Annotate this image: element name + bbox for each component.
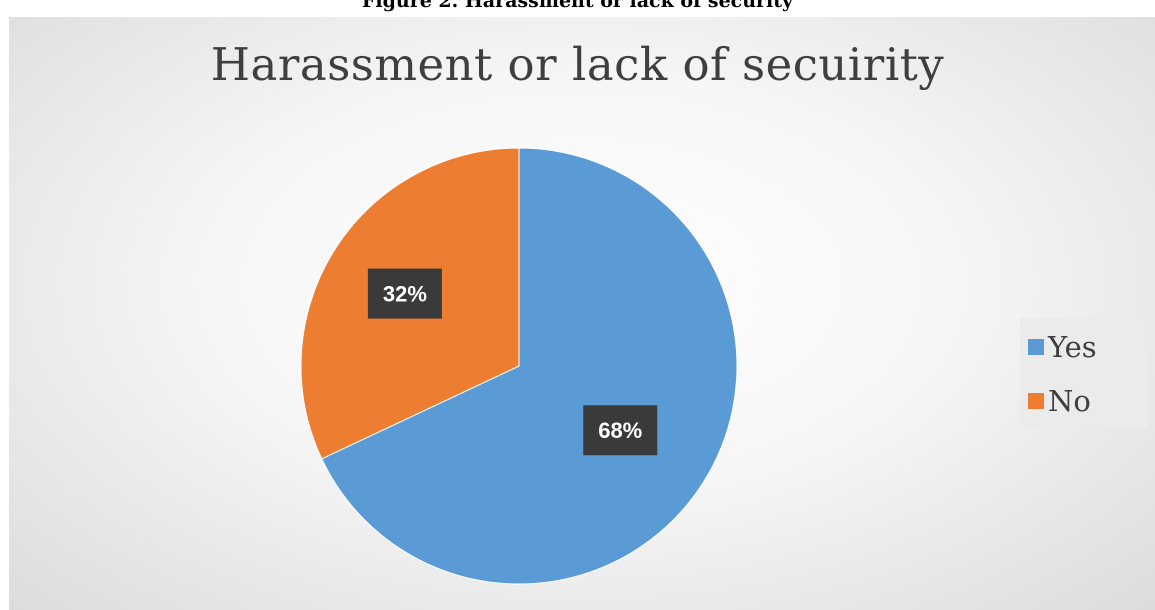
legend-item-no: No <box>1028 384 1091 418</box>
data-label-no: 32% <box>367 268 442 319</box>
legend-item-yes: Yes <box>1028 330 1097 364</box>
legend-swatch-no <box>1028 393 1044 409</box>
legend-label-no: No <box>1048 384 1091 418</box>
figure-caption: Figure 2. Harassment or lack of security <box>361 0 794 12</box>
data-label-yes: 68% <box>583 405 658 456</box>
legend-label-yes: Yes <box>1048 330 1097 364</box>
legend: Yes No <box>1020 318 1148 428</box>
legend-swatch-yes <box>1028 339 1044 355</box>
data-label-text: 32% <box>383 282 427 307</box>
data-label-text: 68% <box>598 418 642 443</box>
pie-slice-yes <box>321 147 738 585</box>
chart-title: Harassment or lack of secuirity <box>210 38 945 91</box>
data-label-box <box>367 268 442 319</box>
data-label-box <box>583 405 658 456</box>
